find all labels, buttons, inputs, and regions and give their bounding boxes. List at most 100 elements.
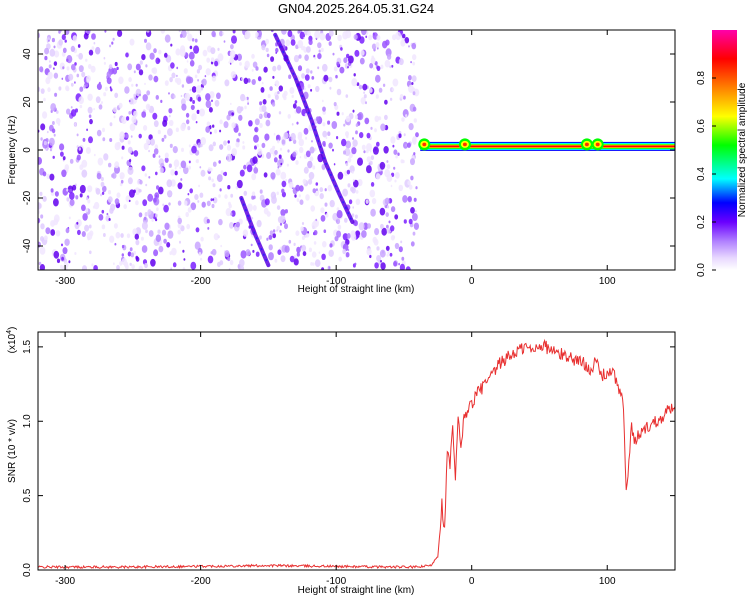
noise-speckle [214,60,219,67]
noise-speckle [40,223,45,230]
noise-speckle [327,184,333,192]
noise-speckle [49,173,55,181]
noise-speckle [295,160,299,165]
noise-speckle [128,111,131,115]
spectrogram-y-tick-label: 20 [22,96,33,108]
noise-speckle [189,188,193,194]
noise-speckle [263,66,268,73]
noise-speckle [98,104,103,110]
noise-speckle [217,261,221,267]
noise-speckle [65,227,70,234]
noise-speckle [343,150,346,155]
noise-speckle [275,47,279,53]
noise-speckle [328,76,333,83]
noise-speckle [222,32,225,35]
noise-speckle [88,64,92,69]
figure-title: GN04.2025.264.05.31.G24 [278,1,434,16]
noise-speckle [66,66,70,71]
noise-speckle [55,117,61,125]
noise-speckle [134,233,139,240]
noise-speckle [66,86,70,92]
noise-speckle [228,110,232,116]
noise-speckle [61,256,64,261]
noise-speckle [355,190,359,194]
signal-peak-center-3 [584,142,589,147]
noise-speckle [164,52,168,58]
noise-speckle [207,255,214,264]
snr-x-tick-label: 0 [469,576,475,587]
noise-speckle [354,262,357,266]
noise-speckle [53,67,55,70]
snr-y-tick-label: 1.5 [22,339,33,353]
noise-speckle [89,230,94,237]
noise-speckle [370,208,376,217]
noise-speckle [116,192,121,198]
noise-speckle [133,110,138,118]
noise-speckle [351,78,358,87]
noise-speckle [54,191,59,197]
noise-speckle [76,133,79,137]
noise-speckle [348,199,353,205]
noise-speckle [398,262,400,266]
noise-speckle [384,99,388,105]
noise-speckle [397,152,400,156]
noise-speckle [45,77,51,85]
noise-speckle [164,80,169,86]
noise-speckle [50,103,57,112]
noise-speckle [85,58,88,62]
noise-speckle [299,185,304,192]
noise-speckle [394,242,400,250]
noise-speckle [309,146,315,154]
noise-speckle [185,112,190,118]
noise-speckle [130,135,133,138]
noise-speckle [276,229,278,232]
noise-speckle [194,194,199,200]
noise-speckle [329,199,335,208]
noise-speckle [273,157,278,163]
noise-speckle [369,160,373,166]
noise-speckle [335,74,338,79]
noise-speckle [252,205,257,211]
noise-speckle [115,231,121,239]
noise-speckle [252,249,255,253]
noise-speckle [144,173,147,177]
noise-speckle [79,184,86,194]
noise-speckle [351,170,354,174]
noise-speckle [82,265,87,270]
noise-speckle [148,230,154,237]
noise-speckle [274,150,278,155]
noise-speckle [393,166,396,170]
noise-speckle [386,227,392,234]
noise-speckle [390,184,393,188]
noise-speckle [126,116,130,121]
noise-speckle [305,194,310,201]
noise-speckle [391,88,395,92]
noise-speckle [360,50,365,56]
noise-speckle [230,102,232,105]
noise-speckle [74,81,76,84]
noise-speckle [56,258,61,264]
noise-speckle [297,40,304,49]
noise-speckle [297,65,303,72]
noise-speckle [43,140,48,146]
noise-speckle [311,76,315,80]
noise-speckle [226,114,231,121]
noise-speckle [148,149,151,153]
noise-speckle [74,252,77,255]
noise-speckle [186,76,192,84]
noise-speckle [238,114,243,121]
noise-speckle [325,136,328,140]
noise-speckle [87,199,91,204]
noise-speckle [298,138,304,147]
noise-speckle [139,179,143,185]
noise-speckle [231,112,234,116]
noise-speckle [346,233,351,239]
noise-speckle [148,74,153,81]
noise-speckle [185,165,188,168]
noise-speckle [103,92,107,97]
noise-speckle [175,48,181,56]
noise-speckle [43,235,48,241]
noise-speckle [180,123,186,132]
noise-speckle [304,74,310,81]
noise-speckle [324,202,328,207]
